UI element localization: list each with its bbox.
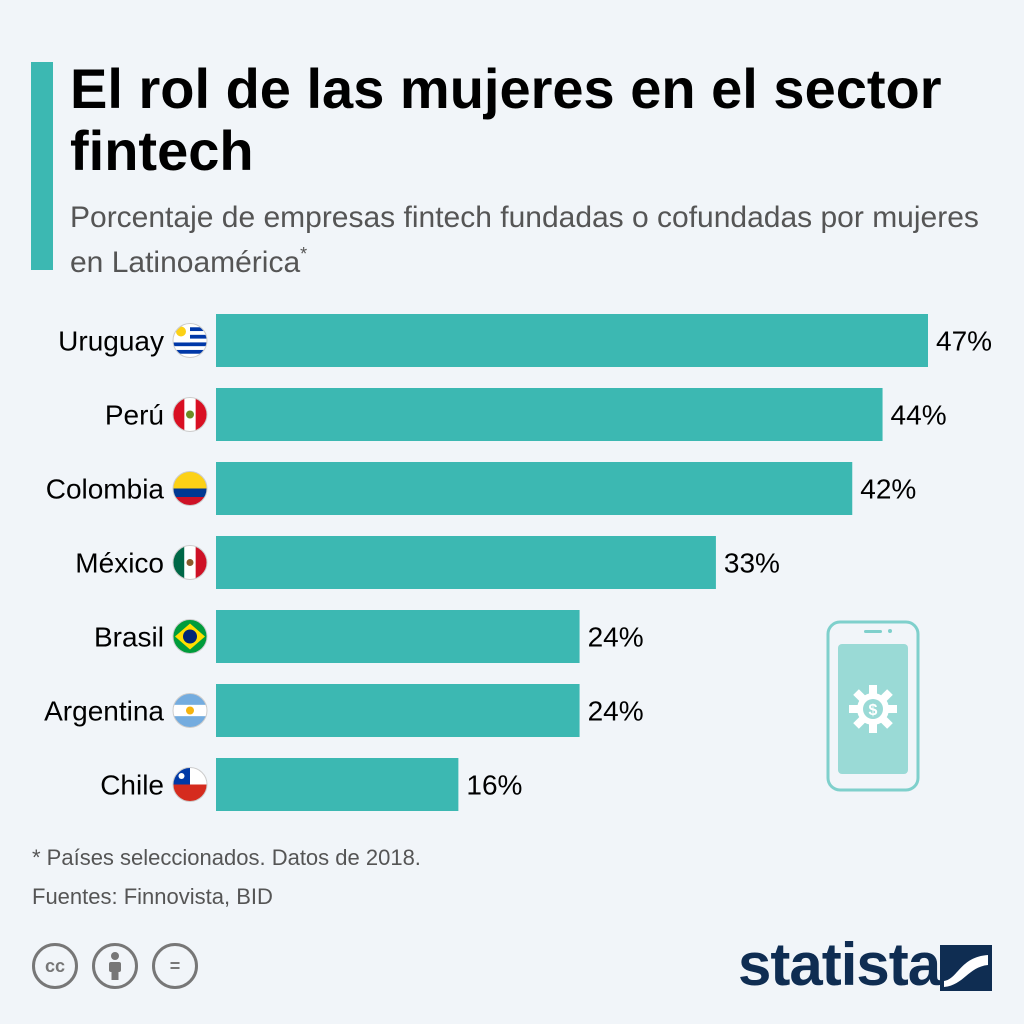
page-title: El rol de las mujeres en el sector finte… [70, 57, 942, 182]
flag-argentina-icon [172, 693, 208, 728]
value-label: 16% [466, 770, 522, 801]
attribution-icon[interactable] [92, 943, 138, 989]
value-label: 33% [724, 548, 780, 579]
smartphone-dollar-gear-icon: $ [826, 620, 920, 792]
bar-5 [216, 684, 580, 737]
no-derivatives-icon[interactable]: = [152, 943, 198, 989]
bar-4 [216, 610, 580, 663]
value-label: 24% [588, 696, 644, 727]
category-label: Chile [100, 770, 164, 801]
bar-3 [216, 536, 716, 589]
accent-bar [31, 62, 53, 270]
license-icons: cc = [32, 943, 198, 989]
flag-uruguay-icon [172, 323, 208, 358]
category-label: Brasil [94, 622, 164, 653]
flag-chile-icon [172, 767, 208, 802]
bar-2 [216, 462, 853, 515]
page-subtitle: Porcentaje de empresas fintech fundadas … [70, 200, 990, 281]
flag-mexico-icon [172, 545, 208, 580]
category-label: Colombia [46, 474, 165, 505]
value-label: 42% [860, 474, 916, 505]
subtitle-text: Porcentaje de empresas fintech fundadas … [70, 201, 979, 279]
subtitle-footnote-mark: * [300, 244, 308, 264]
statista-logo-mark[interactable] [940, 945, 992, 991]
bar-1 [216, 388, 883, 441]
flag-colombia-icon [172, 471, 208, 506]
sources: Fuentes: Finnovista, BID [32, 884, 273, 909]
svg-text:$: $ [869, 702, 878, 719]
statista-logo-text[interactable]: statista [738, 931, 941, 998]
bar-chart: Uruguay 47% Perú 44% Colombia 42% México 33% Bra… [44, 314, 992, 811]
category-label: Uruguay [58, 326, 164, 357]
value-label: 47% [936, 326, 992, 357]
value-label: 24% [588, 622, 644, 653]
category-label: México [75, 548, 164, 579]
creative-commons-icon[interactable]: cc [32, 943, 78, 989]
footnote: * Países seleccionados. Datos de 2018. [32, 845, 421, 870]
category-label: Argentina [44, 696, 164, 727]
category-label: Perú [105, 400, 164, 431]
cc-icon-label: cc [44, 955, 66, 976]
bar-6 [216, 758, 459, 811]
nd-icon-label: = [169, 955, 181, 976]
flag-brazil-icon [172, 619, 208, 654]
value-label: 44% [891, 400, 947, 431]
bar-0 [216, 314, 928, 367]
flag-peru-icon [172, 397, 208, 432]
